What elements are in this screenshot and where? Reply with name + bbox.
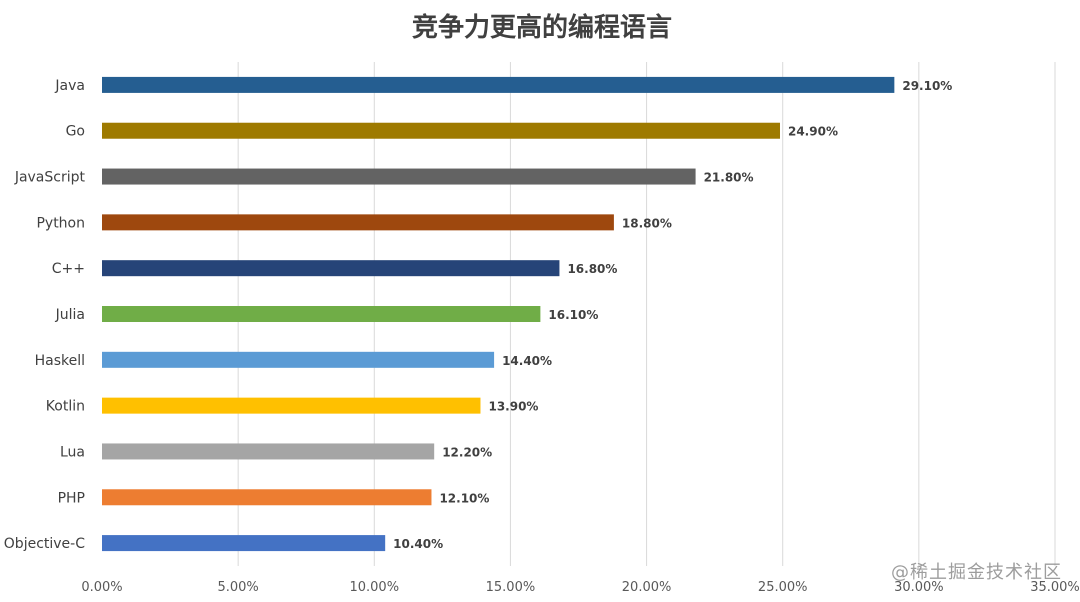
bar bbox=[102, 535, 386, 552]
bar bbox=[102, 489, 432, 506]
category-label: Lua bbox=[60, 444, 85, 460]
chart-title: 竞争力更高的编程语言 bbox=[412, 12, 672, 43]
bar bbox=[102, 214, 614, 231]
bar bbox=[102, 168, 696, 185]
category-labels: Java Go JavaScript Python C++ Julia Haskell Kot… bbox=[4, 78, 86, 552]
data-label: 16.80% bbox=[567, 262, 617, 276]
x-tick-label: 25.00% bbox=[758, 580, 808, 595]
x-tick-label: 5.00% bbox=[217, 580, 258, 595]
bar bbox=[102, 76, 895, 93]
x-axis-tick-labels: 0.00% 5.00% 10.00% 15.00% 20.00% 25.00% 30.00%… bbox=[81, 580, 1079, 595]
category-label: Objective-C bbox=[4, 536, 85, 552]
data-label: 12.10% bbox=[439, 491, 489, 505]
x-tick-label: 35.00% bbox=[1030, 580, 1080, 595]
data-label: 13.90% bbox=[488, 400, 538, 414]
data-label: 18.80% bbox=[622, 216, 672, 230]
bars bbox=[102, 76, 895, 552]
category-label: Go bbox=[66, 124, 85, 140]
category-label: Python bbox=[36, 215, 85, 231]
data-labels: 29.10% 24.90% 21.80% 18.80% 16.80% 16.10% 14.4… bbox=[393, 79, 952, 551]
category-label: Java bbox=[54, 78, 85, 94]
category-label: Haskell bbox=[35, 353, 85, 369]
bar bbox=[102, 306, 541, 322]
data-label: 14.40% bbox=[502, 354, 552, 368]
watermark: @稀土掘金技术社区 bbox=[891, 562, 1062, 583]
data-label: 10.40% bbox=[393, 537, 443, 551]
data-label: 12.20% bbox=[442, 445, 492, 459]
bar bbox=[102, 443, 435, 460]
data-label: 24.90% bbox=[788, 125, 838, 139]
category-label: JavaScript bbox=[14, 170, 86, 186]
data-label: 21.80% bbox=[704, 171, 754, 185]
x-tick-label: 30.00% bbox=[894, 580, 944, 595]
category-label: Kotlin bbox=[46, 399, 85, 415]
category-label: Julia bbox=[55, 307, 85, 323]
x-tick-label: 10.00% bbox=[349, 580, 399, 595]
x-tick-label: 15.00% bbox=[486, 580, 536, 595]
bar bbox=[102, 397, 481, 414]
category-label: PHP bbox=[58, 490, 85, 506]
bar bbox=[102, 351, 495, 368]
x-tick-label: 0.00% bbox=[81, 580, 122, 595]
data-label: 16.10% bbox=[548, 308, 598, 322]
data-label: 29.10% bbox=[902, 79, 952, 93]
category-label: C++ bbox=[52, 261, 85, 277]
bar bbox=[102, 122, 780, 139]
bar bbox=[102, 260, 560, 277]
x-tick-label: 20.00% bbox=[622, 580, 672, 595]
